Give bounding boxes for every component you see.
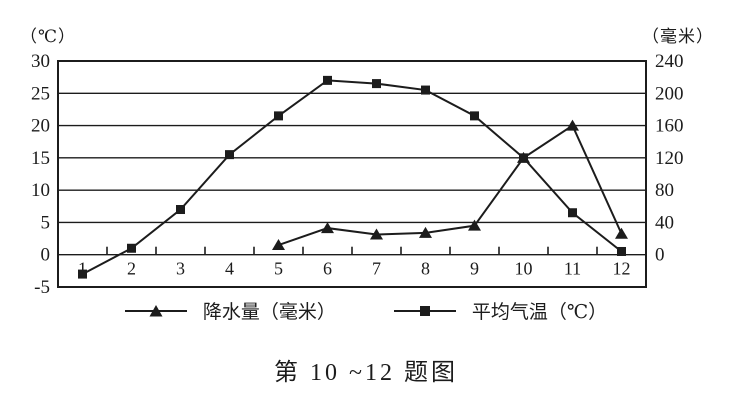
left-axis-tick-label: 20 — [31, 116, 50, 137]
triangle-marker — [615, 227, 628, 239]
right-axis-tick-label: 240 — [655, 51, 684, 72]
triangle-marker — [419, 226, 432, 238]
left-axis-tick-label: 0 — [41, 245, 51, 266]
square-marker-icon — [393, 305, 456, 316]
square-marker — [274, 111, 283, 121]
triangle-series-line — [278, 124, 623, 246]
triangle-marker-icon — [124, 304, 187, 316]
month-label: 10 — [515, 259, 533, 279]
month-label: 11 — [564, 259, 581, 279]
legend-label-temperature: 平均气温（℃） — [471, 302, 608, 323]
square-marker — [323, 75, 332, 85]
left-axis-unit-label: （℃） — [20, 27, 77, 46]
legend-label-precipitation: 降水量（毫米） — [202, 302, 336, 323]
legend-item-temperature: 平均气温（℃） — [393, 297, 608, 324]
plot-frame — [57, 60, 647, 288]
square-marker — [568, 208, 577, 218]
legend-item-precipitation: 降水量（毫米） — [124, 297, 336, 324]
month-label: 8 — [421, 259, 430, 279]
chart-legend: 降水量（毫米） 平均气温（℃） — [0, 297, 732, 324]
month-label: 4 — [225, 259, 234, 279]
triangle-marker — [468, 219, 481, 231]
triangle-marker — [321, 222, 334, 234]
left-axis-tick-label: -5 — [34, 277, 50, 296]
square-marker — [176, 205, 185, 215]
month-label: 5 — [274, 259, 283, 279]
triangle-marker — [272, 239, 285, 251]
left-axis-tick-label: 15 — [31, 148, 50, 169]
month-label: 2 — [127, 259, 136, 279]
month-label: 9 — [470, 259, 479, 279]
figure-caption: 第 10 ~12 题图 — [274, 360, 458, 386]
month-label: 1 — [78, 259, 87, 279]
right-axis-unit-label: （毫米） — [642, 27, 714, 46]
square-marker — [421, 85, 430, 95]
square-series-line — [82, 79, 623, 275]
square-marker — [470, 111, 479, 121]
right-axis-tick-label: 200 — [655, 83, 684, 104]
square-marker — [372, 79, 381, 89]
left-axis-tick-label: 25 — [31, 83, 50, 104]
triangle-marker — [370, 228, 383, 240]
square-marker — [78, 269, 87, 279]
right-axis-tick-label: 120 — [655, 148, 684, 169]
triangle-marker — [566, 119, 579, 131]
square-marker — [519, 153, 528, 163]
right-axis-tick-label: 40 — [655, 212, 674, 233]
month-label: 7 — [372, 259, 381, 279]
month-label: 3 — [176, 259, 185, 279]
month-label: 12 — [613, 259, 631, 279]
square-glyph — [419, 305, 430, 316]
right-axis-tick-label: 160 — [655, 116, 684, 137]
triangle-glyph — [149, 304, 163, 316]
right-axis-tick-label: 0 — [655, 245, 665, 266]
square-marker — [617, 246, 626, 256]
right-axis-tick-label: 80 — [655, 180, 674, 201]
month-label: 6 — [323, 259, 332, 279]
left-axis-tick-label: 5 — [41, 212, 51, 233]
square-marker — [127, 243, 136, 253]
left-axis-tick-label: 10 — [31, 180, 50, 201]
left-axis-tick-label: 30 — [31, 51, 50, 72]
square-marker — [225, 150, 234, 160]
